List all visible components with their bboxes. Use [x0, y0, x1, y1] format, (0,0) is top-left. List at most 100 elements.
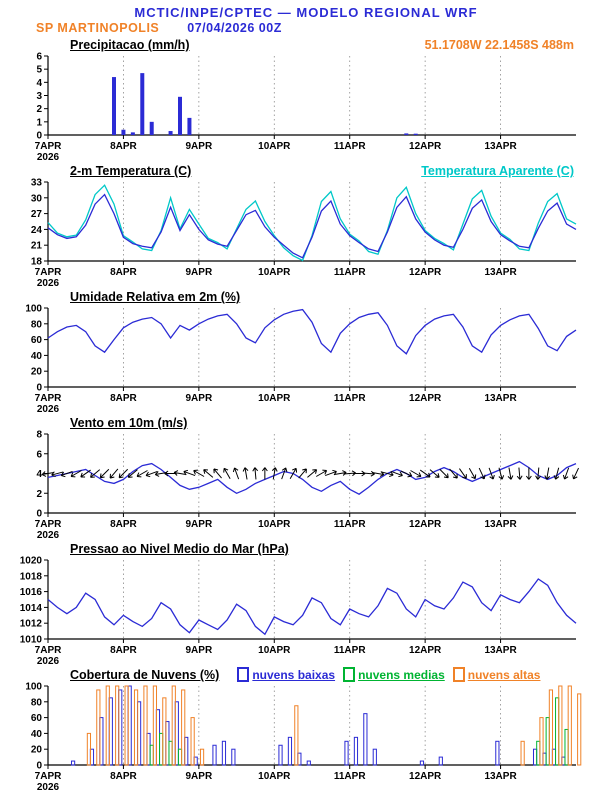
svg-text:13APR: 13APR [484, 645, 517, 656]
svg-text:24: 24 [31, 225, 43, 236]
svg-text:11APR: 11APR [334, 645, 366, 656]
legend-swatch-nuvens-altas [452, 667, 465, 682]
panel-temperatura: 2-m Temperatura (C) Temperatura Aparente… [0, 161, 612, 287]
svg-text:1014: 1014 [20, 603, 43, 614]
svg-text:2: 2 [36, 104, 42, 115]
svg-text:100: 100 [25, 304, 42, 315]
svg-text:40: 40 [31, 351, 43, 362]
svg-text:13APR: 13APR [484, 141, 517, 152]
panel-title-vento: Vento em 10m (m/s) [70, 416, 188, 430]
svg-text:11APR: 11APR [334, 771, 366, 782]
svg-text:8: 8 [36, 430, 42, 441]
svg-text:11APR: 11APR [334, 141, 366, 152]
svg-text:10APR: 10APR [258, 267, 291, 278]
panel-title-nuvens: Cobertura de Nuvens (%) [70, 668, 220, 682]
svg-text:0: 0 [36, 509, 42, 520]
svg-text:100: 100 [25, 682, 42, 693]
svg-text:8APR: 8APR [110, 645, 137, 656]
svg-text:8APR: 8APR [110, 267, 137, 278]
panel-vento: Vento em 10m (m/s) 0 2 4 6 8 7APR 2026 8APR 9APR… [0, 413, 612, 539]
svg-text:2026: 2026 [37, 530, 60, 539]
svg-text:2026: 2026 [37, 152, 60, 161]
svg-text:2026: 2026 [37, 656, 60, 665]
svg-text:8APR: 8APR [110, 393, 137, 404]
svg-text:80: 80 [31, 697, 43, 708]
svg-text:10APR: 10APR [258, 141, 291, 152]
panel-nuvens: Cobertura de Nuvens (%) nuvens baixas nu… [0, 665, 612, 791]
svg-text:7APR: 7APR [35, 141, 62, 152]
svg-text:1012: 1012 [20, 619, 43, 630]
svg-text:12APR: 12APR [409, 771, 442, 782]
svg-text:1020: 1020 [20, 556, 43, 567]
svg-text:33: 33 [31, 178, 43, 189]
svg-text:5: 5 [36, 65, 42, 76]
svg-text:20: 20 [31, 367, 43, 378]
svg-text:60: 60 [31, 713, 43, 724]
svg-text:10APR: 10APR [258, 771, 291, 782]
legend-label-nuvens-medias: nuvens medias [358, 667, 445, 682]
svg-text:13APR: 13APR [484, 519, 517, 530]
svg-text:60: 60 [31, 335, 43, 346]
legend-temperatura-aparente: Temperatura Aparente (C) [421, 164, 574, 178]
svg-text:18: 18 [31, 257, 43, 268]
svg-text:9APR: 9APR [186, 267, 213, 278]
svg-text:40: 40 [31, 729, 43, 740]
svg-text:1018: 1018 [20, 571, 43, 582]
svg-text:10APR: 10APR [258, 393, 291, 404]
svg-text:1: 1 [36, 117, 42, 128]
location-label: 51.1708W 22.1458S 488m [424, 38, 574, 52]
svg-text:12APR: 12APR [409, 645, 442, 656]
svg-text:13APR: 13APR [484, 267, 517, 278]
svg-text:7APR: 7APR [35, 645, 62, 656]
svg-text:2: 2 [36, 489, 42, 500]
svg-text:10APR: 10APR [258, 519, 291, 530]
svg-text:1010: 1010 [20, 635, 43, 646]
svg-text:21: 21 [31, 241, 43, 252]
svg-text:0: 0 [36, 761, 42, 772]
svg-text:6: 6 [36, 449, 42, 460]
svg-text:9APR: 9APR [186, 645, 213, 656]
legend-label-nuvens-baixas: nuvens baixas [252, 667, 336, 682]
svg-text:27: 27 [31, 209, 43, 220]
svg-text:6: 6 [36, 52, 42, 63]
svg-text:20: 20 [31, 745, 43, 756]
panel-title-pressao: Pressao ao Nivel Medio do Mar (hPa) [70, 542, 289, 556]
svg-text:7APR: 7APR [35, 519, 62, 530]
svg-text:8APR: 8APR [110, 141, 137, 152]
cloud-legend: nuvens baixas nuvens medias nuvens altas [229, 667, 540, 682]
svg-text:1016: 1016 [20, 587, 43, 598]
svg-text:7APR: 7APR [35, 771, 62, 782]
svg-text:11APR: 11APR [334, 393, 366, 404]
svg-text:7APR: 7APR [35, 267, 62, 278]
svg-text:9APR: 9APR [186, 141, 213, 152]
svg-text:13APR: 13APR [484, 771, 517, 782]
panel-umidade: Umidade Relativa em 2m (%) 0 20 40 60 80 100 7… [0, 287, 612, 413]
svg-text:8APR: 8APR [110, 771, 137, 782]
panel-precipitacao: Precipitacao (mm/h) 51.1708W 22.1458S 48… [0, 35, 612, 161]
svg-text:11APR: 11APR [334, 267, 366, 278]
svg-text:10APR: 10APR [258, 645, 291, 656]
svg-text:9APR: 9APR [186, 519, 213, 530]
legend-swatch-nuvens-baixas [237, 667, 250, 682]
svg-text:12APR: 12APR [409, 267, 442, 278]
svg-text:4: 4 [36, 469, 42, 480]
svg-text:3: 3 [36, 91, 42, 102]
svg-text:0: 0 [36, 131, 42, 142]
svg-text:30: 30 [31, 193, 43, 204]
panel-title-precipitacao: Precipitacao (mm/h) [70, 38, 190, 52]
svg-text:11APR: 11APR [334, 519, 366, 530]
svg-text:9APR: 9APR [186, 393, 213, 404]
svg-text:13APR: 13APR [484, 393, 517, 404]
legend-swatch-nuvens-medias [343, 667, 356, 682]
svg-text:7APR: 7APR [35, 393, 62, 404]
svg-text:2026: 2026 [37, 404, 60, 413]
svg-text:80: 80 [31, 319, 43, 330]
svg-text:2026: 2026 [37, 782, 60, 791]
